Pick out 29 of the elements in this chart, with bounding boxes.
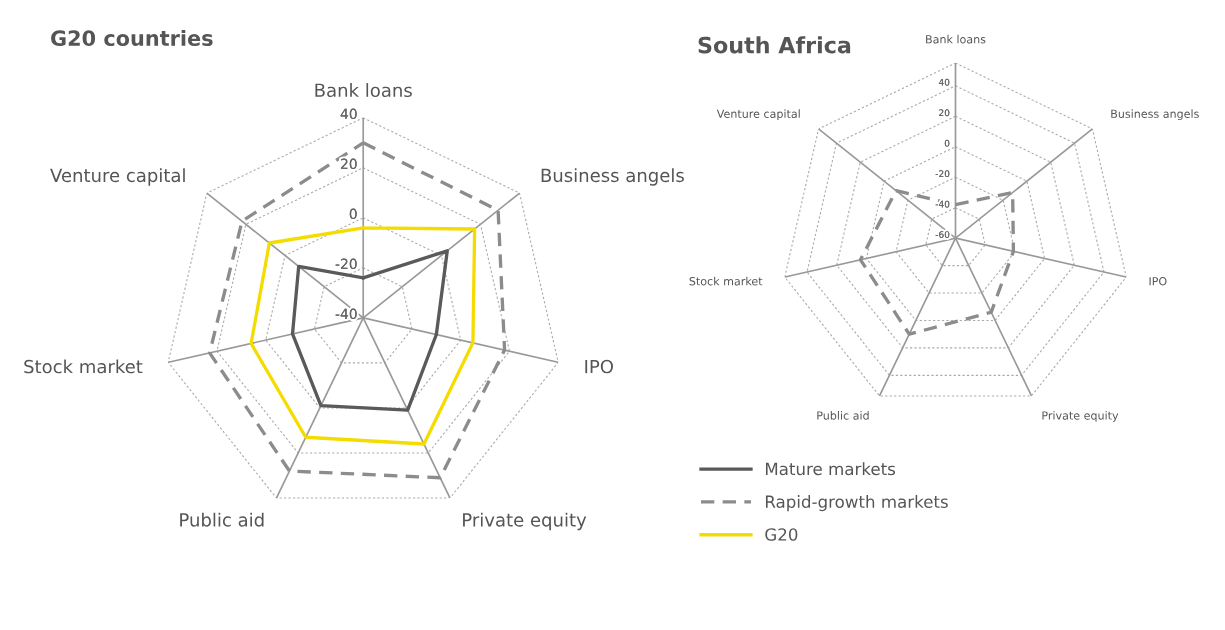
spoke-label: Bank loans: [926, 34, 986, 44]
spoke-label: Bank loans: [315, 83, 412, 98]
spoke-label: Business angels: [541, 168, 684, 186]
y-tick-label: 40: [938, 78, 950, 86]
chart-title: G20 countries: [51, 29, 213, 47]
y-tick-label: -40: [335, 308, 357, 320]
y-tick-label: 0: [944, 139, 950, 147]
spoke-label: IPO: [1149, 277, 1167, 286]
chart-title: South Africa: [698, 36, 851, 54]
spoke-label: Venture capital: [716, 109, 800, 121]
y-tick-label: -60: [935, 231, 950, 238]
y-tick-label: 0: [349, 208, 357, 220]
y-tick-label: 20: [341, 158, 357, 170]
legend-label: G20: [765, 528, 798, 541]
y-tick-label: 40: [340, 108, 357, 120]
spoke-label: Public aid: [180, 512, 264, 527]
spoke-label: Business angels: [1111, 109, 1199, 121]
spoke-label: Venture capital: [50, 168, 185, 186]
y-tick-label: -20: [335, 258, 357, 270]
legend-label: Rapid-growth markets: [765, 495, 948, 512]
spoke-label: Public aid: [817, 411, 869, 420]
spoke-label: Stock market: [24, 359, 143, 374]
spoke-label: IPO: [585, 359, 613, 374]
spoke-label: Private equity: [1042, 411, 1119, 422]
y-tick-label: 20: [939, 109, 950, 117]
spoke-label: Stock market: [689, 276, 763, 286]
legend-label: Mature markets: [765, 462, 896, 476]
spoke-label: Private equity: [463, 512, 587, 531]
y-tick-label: -20: [935, 170, 950, 178]
